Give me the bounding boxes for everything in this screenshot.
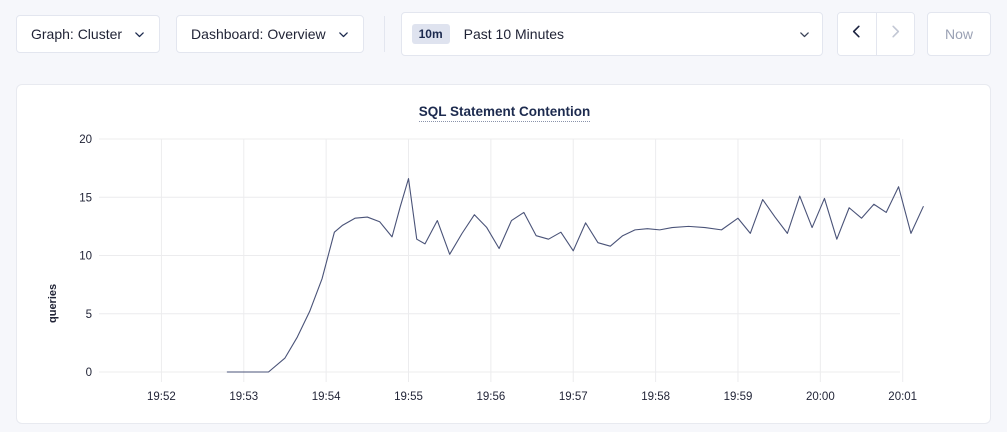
chevron-right-icon bbox=[888, 24, 903, 44]
svg-text:19:57: 19:57 bbox=[559, 391, 588, 403]
svg-text:19:56: 19:56 bbox=[476, 391, 505, 403]
chevron-down-icon bbox=[799, 29, 810, 40]
dashboard-select-label: Dashboard: Overview bbox=[191, 26, 326, 42]
prev-time-button[interactable] bbox=[837, 13, 876, 55]
time-nav-group bbox=[836, 12, 915, 56]
svg-text:20:00: 20:00 bbox=[806, 391, 835, 403]
toolbar-divider bbox=[383, 16, 385, 52]
chart-plot-area[interactable]: 0 5 10 15 20 19:52 19:53 19:54 19:55 19:56 19:57 19… bbox=[17, 85, 990, 423]
svg-text:19:52: 19:52 bbox=[147, 391, 176, 403]
dashboard-select[interactable]: Dashboard: Overview bbox=[176, 15, 364, 53]
svg-text:19:54: 19:54 bbox=[312, 391, 341, 403]
y-axis-label: queries bbox=[47, 283, 59, 323]
graph-select[interactable]: Graph: Cluster bbox=[16, 15, 161, 53]
time-range-label: Past 10 Minutes bbox=[463, 26, 565, 42]
time-range-badge: 10m bbox=[411, 24, 450, 44]
next-time-button[interactable] bbox=[875, 13, 914, 55]
graph-select-label: Graph: Cluster bbox=[31, 26, 123, 42]
chevron-left-icon bbox=[849, 24, 864, 44]
svg-text:19:53: 19:53 bbox=[229, 391, 258, 403]
svg-text:5: 5 bbox=[86, 309, 92, 321]
chart-title-text[interactable]: SQL Statement Contention bbox=[418, 104, 591, 122]
svg-text:10: 10 bbox=[79, 251, 92, 263]
svg-text:15: 15 bbox=[79, 192, 92, 204]
time-range-picker[interactable]: 10m Past 10 Minutes bbox=[400, 12, 823, 56]
svg-text:19:58: 19:58 bbox=[641, 391, 670, 403]
line-chart: 0 5 10 15 20 19:52 19:53 19:54 19:55 19:56 19:57 19… bbox=[79, 134, 924, 403]
svg-text:20:01: 20:01 bbox=[888, 391, 917, 403]
chevron-down-icon bbox=[134, 29, 145, 40]
svg-text:19:55: 19:55 bbox=[394, 391, 423, 403]
chart-card: SQL Statement Contention 0 5 10 15 20 19:52 19… bbox=[16, 84, 991, 424]
now-button[interactable]: Now bbox=[927, 12, 991, 56]
chart-title: SQL Statement Contention bbox=[17, 104, 990, 122]
chevron-down-icon bbox=[338, 29, 349, 40]
svg-text:20: 20 bbox=[79, 134, 92, 146]
toolbar: Graph: Cluster Dashboard: Overview 10m P… bbox=[0, 0, 1007, 68]
svg-text:0: 0 bbox=[86, 367, 92, 379]
svg-text:19:59: 19:59 bbox=[724, 391, 753, 403]
now-button-label: Now bbox=[944, 26, 973, 42]
